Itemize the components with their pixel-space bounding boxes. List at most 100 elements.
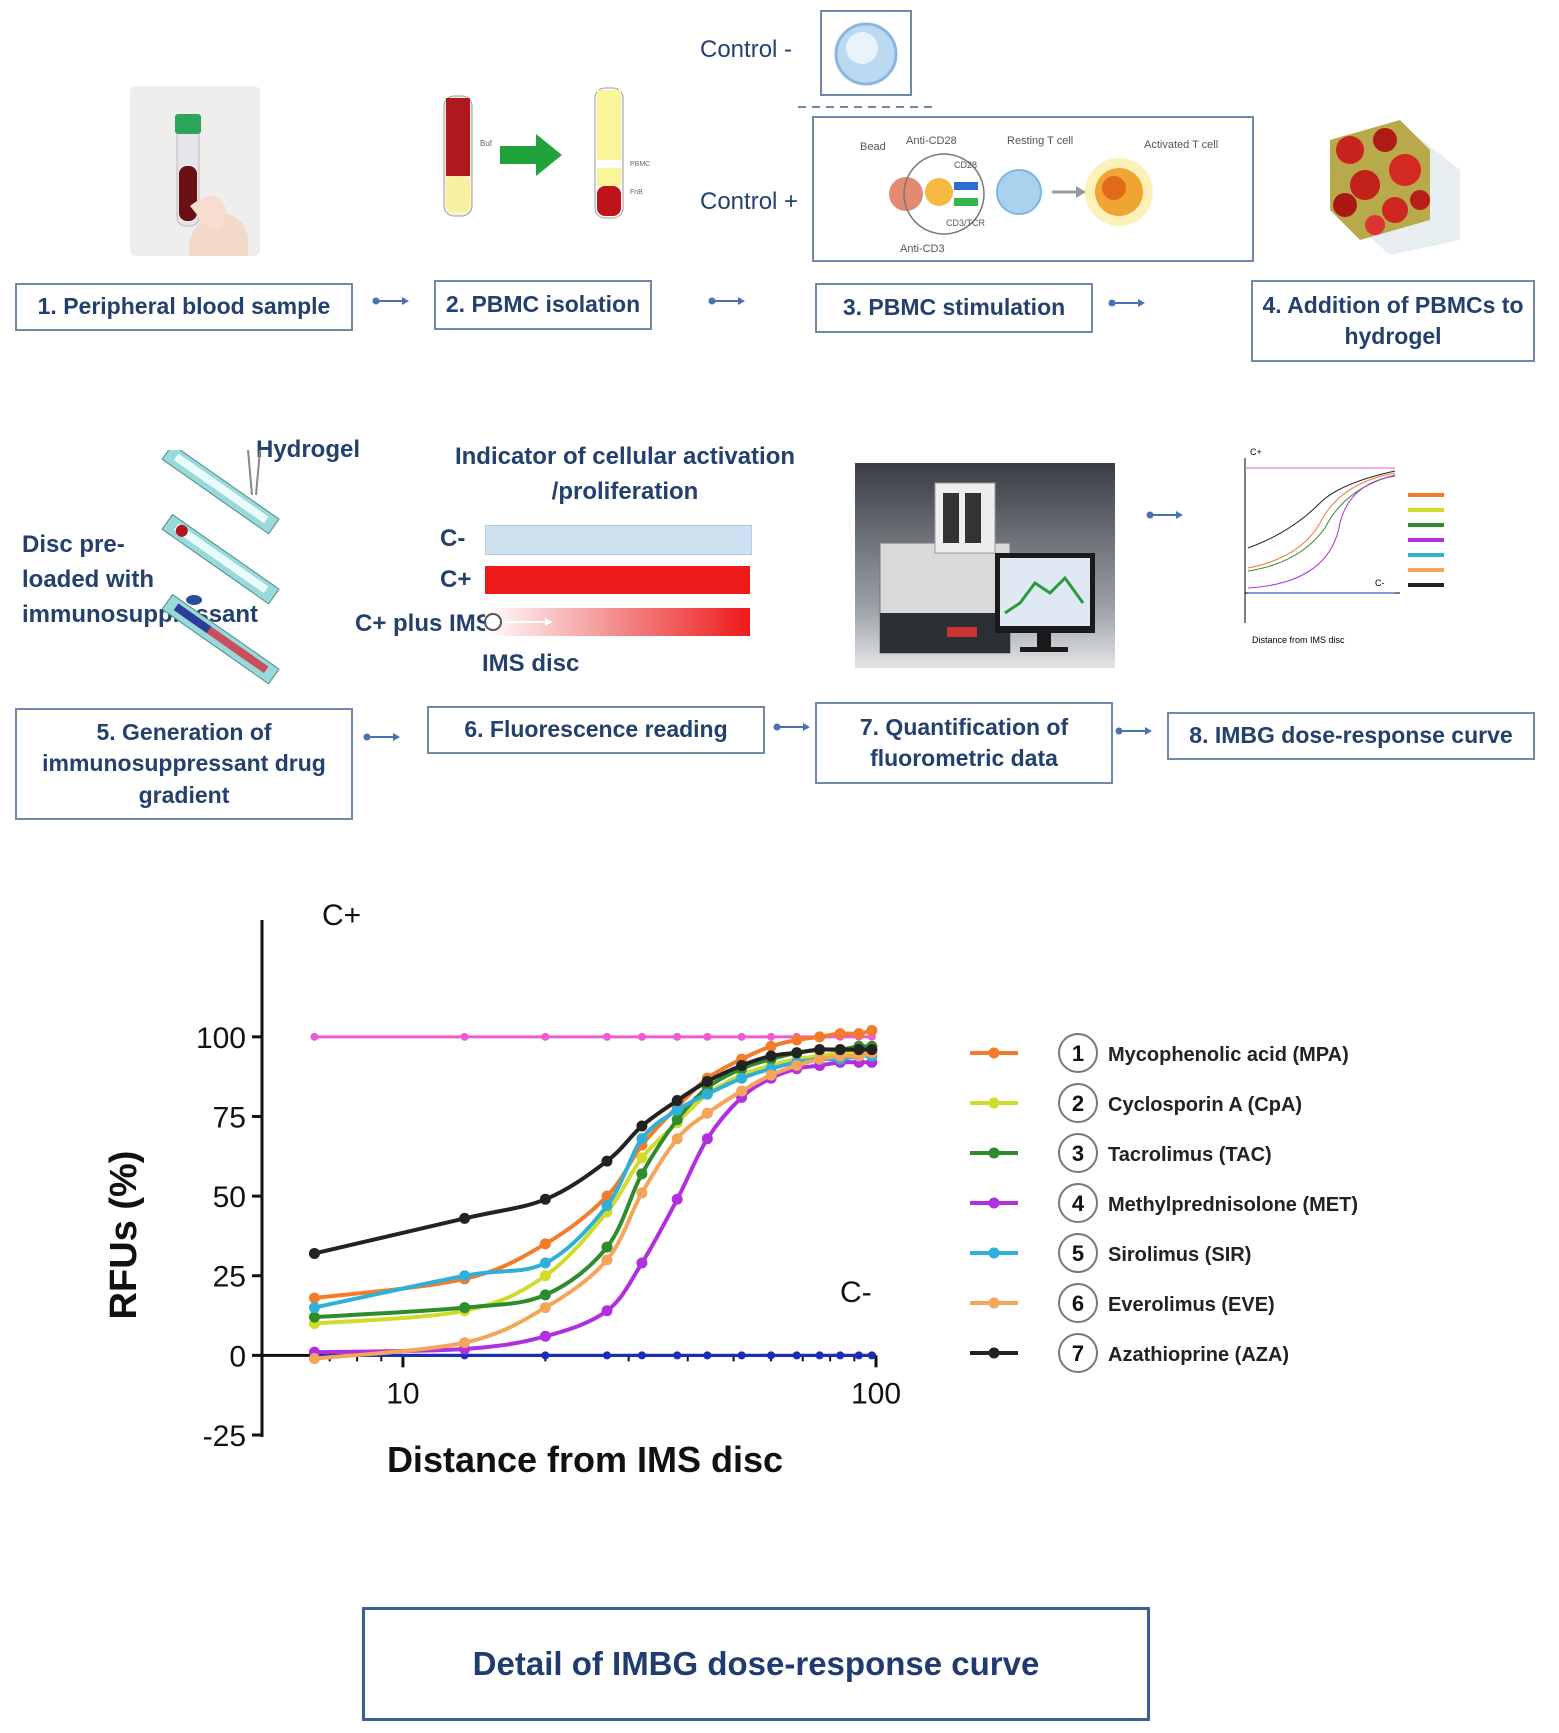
series-point-3 (308, 1311, 320, 1323)
c-plus-ims-label: C+ plus IMS (355, 610, 492, 637)
reference-point (541, 1351, 550, 1360)
series-point-3 (671, 1114, 683, 1126)
y-tick-label: 50 (213, 1181, 246, 1214)
reference-point (603, 1351, 612, 1360)
y-tick-label: -25 (203, 1420, 246, 1453)
series-point-6 (459, 1337, 471, 1349)
series-point-4 (601, 1305, 613, 1317)
reference-point (603, 1032, 612, 1041)
step-5-box: 5. Generation of immunosuppressant drug … (15, 708, 353, 820)
arrow-2-3 (708, 297, 745, 305)
series-point-3 (459, 1302, 471, 1314)
series-point-6 (671, 1133, 683, 1145)
step-1-box: 1. Peripheral blood sample (15, 283, 353, 331)
series-line-5 (314, 1053, 872, 1310)
series-line-2 (314, 1047, 873, 1326)
series-point-5 (671, 1104, 683, 1116)
legend-number: 3 (1072, 1141, 1084, 1166)
step-3-label: 3. PBMC stimulation (842, 294, 1066, 321)
series-point-7 (853, 1044, 865, 1056)
x-tick-label: 100 (851, 1377, 901, 1410)
series-point-1 (765, 1040, 777, 1052)
step-3-box: 3. PBMC stimulation (815, 283, 1093, 333)
mini-cminus: C- (1375, 578, 1385, 588)
series-point-6 (791, 1060, 803, 1072)
legend-number-circle (1058, 1333, 1098, 1373)
legend-marker-2 (988, 1097, 1000, 1109)
legend-number: 1 (1072, 1041, 1084, 1066)
legend-marker-7 (988, 1347, 1000, 1359)
series-point-5 (736, 1072, 748, 1084)
legend-marker-3 (988, 1147, 1000, 1159)
ims-disc-marker (484, 613, 553, 631)
series-point-7 (701, 1075, 713, 1087)
cd3tcr-label: CD3/TCR (946, 218, 986, 228)
series-point-7 (671, 1095, 683, 1107)
step-4-label: 4. Addition of PBMCs to hydrogel (1262, 291, 1524, 349)
x-tick-label: 10 (386, 1377, 419, 1410)
series-point-7 (791, 1047, 803, 1059)
reference-point (637, 1032, 646, 1041)
c-plus-bar (485, 566, 750, 594)
series-point-1 (814, 1031, 826, 1043)
step-8-box: 8. IMBG dose-response curve (1167, 712, 1535, 760)
legend-label-3: Tacrolimus (TAC) (1108, 1144, 1272, 1166)
legend-label-7: Azathioprine (AZA) (1108, 1344, 1289, 1366)
series-point-5 (701, 1088, 713, 1100)
series-point-7 (308, 1247, 320, 1259)
reference-point (867, 1351, 876, 1360)
fluorometer-photo (855, 463, 1115, 668)
series-point-1 (791, 1034, 803, 1046)
series-point-1 (853, 1028, 865, 1040)
detail-caption-box: Detail of IMBG dose-response curve (362, 1607, 1150, 1721)
c-minus-bar (485, 525, 752, 555)
legend-number-circle (1058, 1033, 1098, 1073)
step-2-label: 2. PBMC isolation (445, 291, 641, 318)
y-tick-label: 0 (229, 1340, 246, 1373)
legend-marker-1 (988, 1047, 1000, 1059)
legend-number-circle (1058, 1083, 1098, 1123)
legend-marker-6 (988, 1297, 1000, 1309)
step-4-box: 4. Addition of PBMCs to hydrogel (1251, 280, 1535, 362)
reference-point (703, 1032, 712, 1041)
step-7-label: 7. Quantification of fluorometric data (859, 713, 1069, 771)
series-point-3 (601, 1241, 613, 1253)
series-point-5 (308, 1302, 320, 1314)
step-2-box: 2. PBMC isolation (434, 280, 652, 330)
legend-label-5: Sirolimus (SIR) (1108, 1244, 1251, 1266)
legend-number: 5 (1072, 1241, 1084, 1266)
legend-number: 7 (1072, 1341, 1084, 1366)
mini-dose-response-thumbnail: C+ C- Distance from IMS disc (1190, 443, 1450, 683)
series-point-6 (814, 1053, 826, 1065)
y-tick-label: 75 (213, 1101, 246, 1134)
reference-point (673, 1032, 682, 1041)
arrow-6-7 (773, 723, 810, 731)
resting-cell-illustration (820, 10, 912, 96)
series-point-6 (601, 1254, 613, 1266)
annotation-c-minus: C- (840, 1276, 872, 1309)
reference-point (541, 1032, 550, 1041)
y-axis-label: RFUs (%) (103, 1151, 145, 1320)
reference-point (737, 1351, 746, 1360)
arrow-5-6 (363, 733, 400, 741)
reference-point (767, 1351, 776, 1360)
legend-label-2: Cyclosporin A (CpA) (1108, 1094, 1302, 1116)
legend-number: 2 (1072, 1091, 1084, 1116)
reference-point (737, 1032, 746, 1041)
y-tick-label: 100 (196, 1022, 246, 1055)
disc-preloaded-label: Disc pre-loaded with immunosuppressant (22, 531, 259, 628)
resting-tcell-label: Resting T cell (1007, 135, 1073, 147)
series-point-5 (539, 1257, 551, 1269)
series-point-7 (765, 1050, 777, 1062)
tube-label-buffer: Buf (480, 139, 493, 148)
series-point-1 (308, 1292, 320, 1304)
hydrogel-cube-illustration (1330, 120, 1460, 255)
step-5-label: 5. Generation of immunosuppressant drug … (42, 719, 326, 808)
cd28-label: CD28 (954, 160, 977, 170)
blood-sample-illustration (130, 86, 260, 256)
series-point-5 (636, 1133, 648, 1145)
series-point-6 (765, 1069, 777, 1081)
series-point-1 (834, 1028, 846, 1040)
series-point-7 (459, 1212, 471, 1224)
legend-marker-4 (988, 1197, 1000, 1209)
